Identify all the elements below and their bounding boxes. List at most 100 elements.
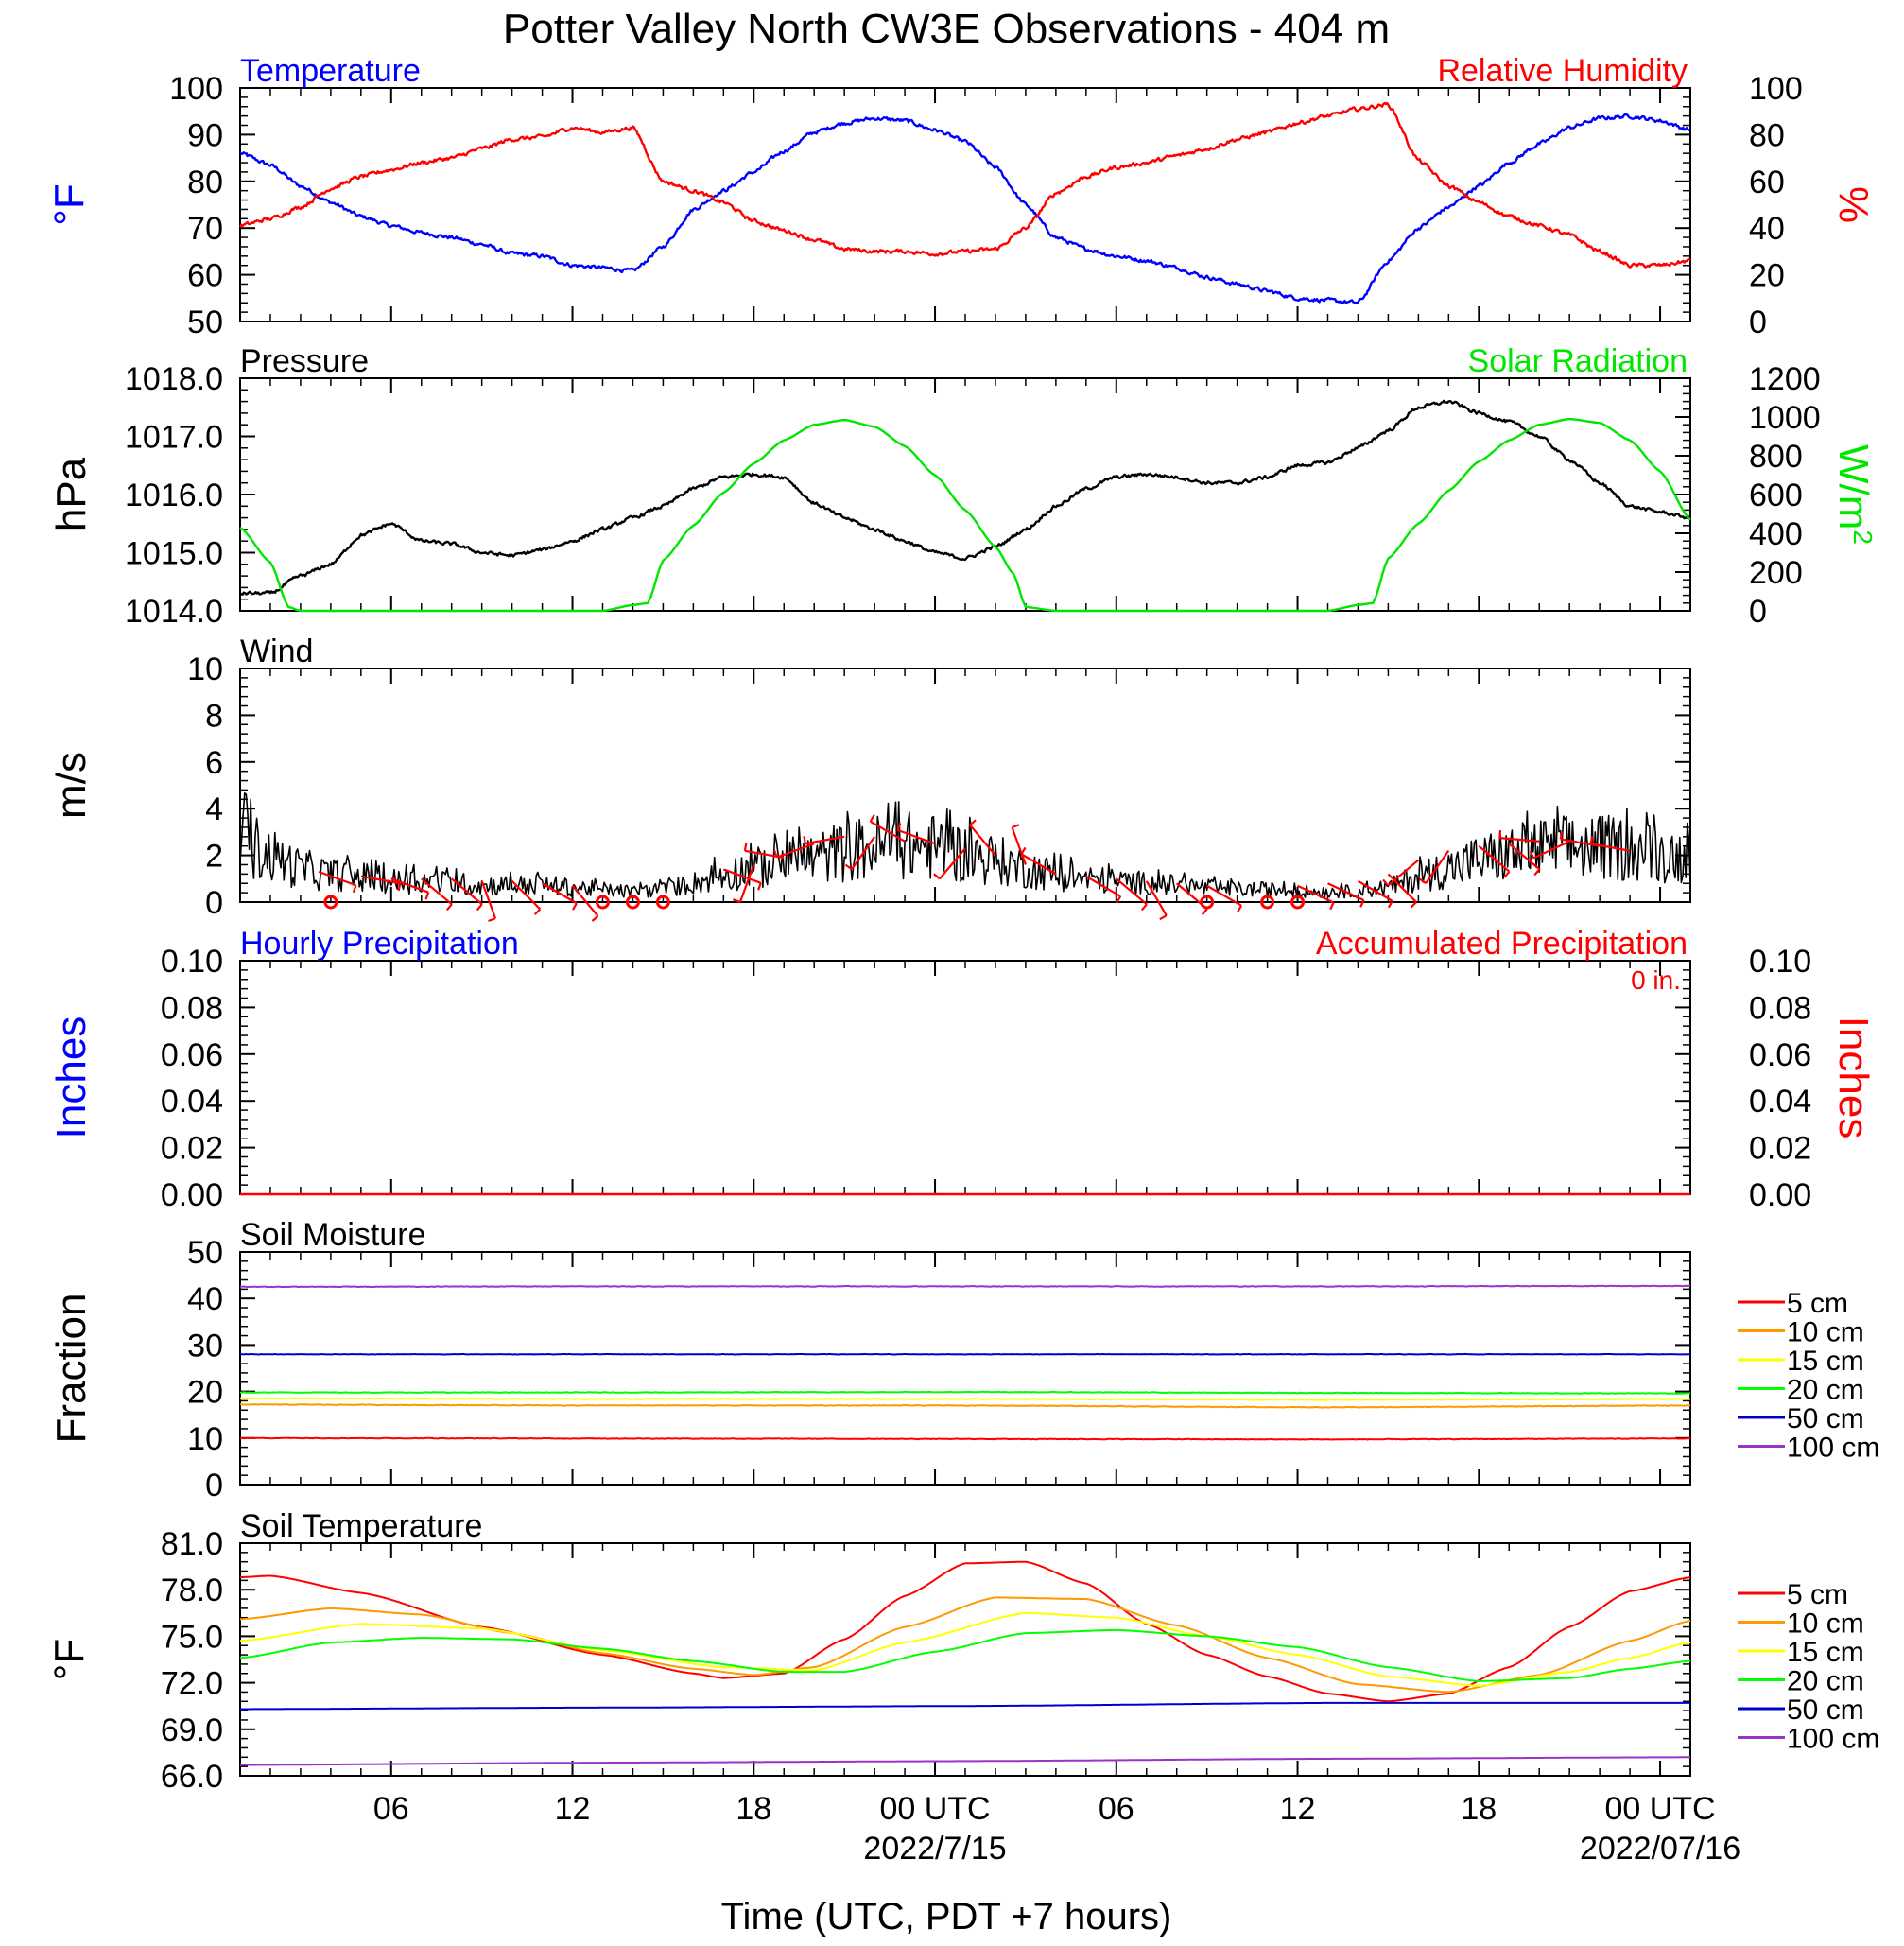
- soil_temp-legend-label: 5 cm: [1787, 1579, 1848, 1610]
- wind-barb: [851, 836, 876, 870]
- precip-ylabel-right: Inches: [1830, 1016, 1877, 1139]
- precip-ytick-label: 0.00: [161, 1177, 223, 1213]
- precip-frame: [239, 960, 1691, 1195]
- wind-barb: [421, 877, 453, 906]
- wind-barb-flag: [1559, 831, 1564, 840]
- wind-barb: [511, 879, 542, 911]
- soil_moisture-series-20-cm: [239, 1390, 1691, 1395]
- pressure_solar-ylabel-left: hPa: [48, 457, 95, 531]
- wind-barb-flag: [572, 902, 578, 911]
- wind-barb-flag: [476, 903, 483, 912]
- soil_moisture-legend-label: 50 cm: [1787, 1403, 1864, 1434]
- precip-ytick-label: 0.04: [161, 1084, 223, 1120]
- wind-barb-flag: [969, 819, 977, 826]
- temp_rh-title-right: Relative Humidity: [1437, 53, 1688, 89]
- temp_rh-ytick-label: 100: [169, 71, 223, 107]
- temp_rh-ytick-label: 70: [187, 211, 223, 247]
- wind-barb: [571, 885, 599, 917]
- soil_moisture-series-10-cm: [239, 1403, 1691, 1409]
- wind-ytick-label: 0: [205, 885, 223, 921]
- temp_rh-ytick-label-right: 60: [1749, 165, 1785, 200]
- precip-ytick-label: 0.08: [161, 990, 223, 1026]
- wind-barb-flag: [1410, 901, 1417, 909]
- wind-barb: [1011, 826, 1027, 865]
- wind-barb-flag: [1159, 914, 1168, 921]
- wind-barb-flag: [1201, 908, 1208, 916]
- pressure_solar-series-solar-radiation: [239, 417, 1691, 613]
- pressure_solar-ytick-label: 1017.0: [125, 420, 223, 456]
- temp_rh-ytick-label: 90: [187, 117, 223, 153]
- precip-ytick-label-right: 0.08: [1749, 990, 1811, 1026]
- soil_moisture-series-100-cm: [239, 1284, 1690, 1289]
- wind-barb: [738, 864, 755, 903]
- pressure_solar-ylabel-right-sup: 2: [1849, 530, 1878, 545]
- wind-barb: [1532, 840, 1570, 860]
- wind-barb-flag: [933, 873, 941, 880]
- time-axis: 06 12 18 00 UTC 2022/7/15 06 12 18 00 UTC 2022/07…: [373, 1791, 1740, 1867]
- soil_temp-title-left: Soil Temperature: [240, 1508, 482, 1544]
- precip-ytick-label: 0.02: [161, 1131, 223, 1167]
- wind-barb-flag: [1382, 878, 1390, 887]
- temp_rh-ytick-label-right: 0: [1749, 304, 1767, 340]
- wind-barb-flag: [533, 908, 542, 915]
- pressure_solar-ytick-label: 1015.0: [125, 536, 223, 572]
- wind-barb: [1085, 875, 1121, 897]
- wind-barb: [1327, 882, 1365, 901]
- temp_rh-ytick-label-right: 40: [1749, 211, 1785, 247]
- wind-calm-circle: [1290, 895, 1306, 910]
- soil_temp-series-100-cm: [240, 1756, 1690, 1766]
- wind-barb: [1176, 882, 1208, 911]
- precip-ylabel-left: Inches: [48, 1016, 95, 1139]
- soil_moisture-ytick-label: 10: [187, 1421, 223, 1457]
- wind-barb: [1357, 879, 1393, 902]
- soil_temp-series-10-cm: [239, 1596, 1691, 1694]
- pressure_solar-title-right: Solar Radiation: [1468, 343, 1688, 379]
- pressure_solar-frame: [239, 377, 1691, 612]
- wind-ylabel-left: m/s: [48, 752, 95, 819]
- wind-barb: [390, 877, 429, 894]
- wind-barb-flag: [803, 836, 806, 844]
- wind-barb-flag: [733, 898, 741, 903]
- wind-barb: [1116, 877, 1148, 906]
- wind-barb-flag: [1237, 905, 1242, 913]
- pressure_solar-ytick-label: 1016.0: [125, 478, 223, 513]
- temp_rh-series-temperature: [239, 113, 1691, 304]
- wind-title-left: Wind: [240, 634, 313, 669]
- wind-calm-circle: [596, 895, 610, 910]
- pressure_solar-ylabel-right: W/m2: [1830, 444, 1878, 545]
- wind-barb-flag: [844, 863, 853, 871]
- wind-barb-flag: [488, 917, 496, 923]
- x-tick-label: 00 UTC: [1604, 1791, 1715, 1827]
- wind-series-wind: [239, 791, 1691, 899]
- wind-barb-flag: [1533, 868, 1541, 877]
- x-tick-label: 18: [736, 1791, 771, 1827]
- precip-title-right: Accumulated Precipitation: [1316, 926, 1688, 962]
- wind-barb: [969, 824, 996, 857]
- pressure_solar-ytick-label-right: 1200: [1749, 361, 1821, 397]
- wind-barb-flag: [1387, 900, 1393, 909]
- wind-barbs: [318, 814, 1631, 923]
- soil_temp-ytick-label: 69.0: [161, 1712, 223, 1748]
- wind-barb-flag: [1012, 824, 1020, 829]
- panel-pressure_solar: 1014.0 1015.0 1016.0 1017.0 1018.0 0200400600…: [48, 343, 1878, 630]
- wind-barb-flag: [1329, 901, 1335, 911]
- temp_rh-ytick-label-right: 80: [1749, 117, 1785, 153]
- wind-ytick-label: 4: [205, 791, 223, 827]
- soil_temp-legend-label: 20 cm: [1787, 1666, 1864, 1697]
- soil_temp-ytick-label: 75.0: [161, 1619, 223, 1655]
- wind-barb-flag: [445, 903, 453, 912]
- soil_temp-legend-label: 100 cm: [1787, 1724, 1879, 1755]
- pressure_solar-ytick-label-right: 1000: [1749, 400, 1821, 436]
- temp_rh-series-relative-humidity: [238, 101, 1691, 269]
- pressure_solar-ytick-label-right: 600: [1749, 478, 1803, 513]
- wind-calm-circle: [655, 895, 670, 910]
- soil_temp-ytick-label: 78.0: [161, 1572, 223, 1608]
- wind-barb: [939, 847, 966, 880]
- temp_rh-ylabel-left: °F: [46, 183, 93, 225]
- soil_temp-ylabel-left: °F: [46, 1639, 93, 1680]
- wind-barb: [1590, 843, 1631, 852]
- wind-calm-circle: [323, 895, 338, 910]
